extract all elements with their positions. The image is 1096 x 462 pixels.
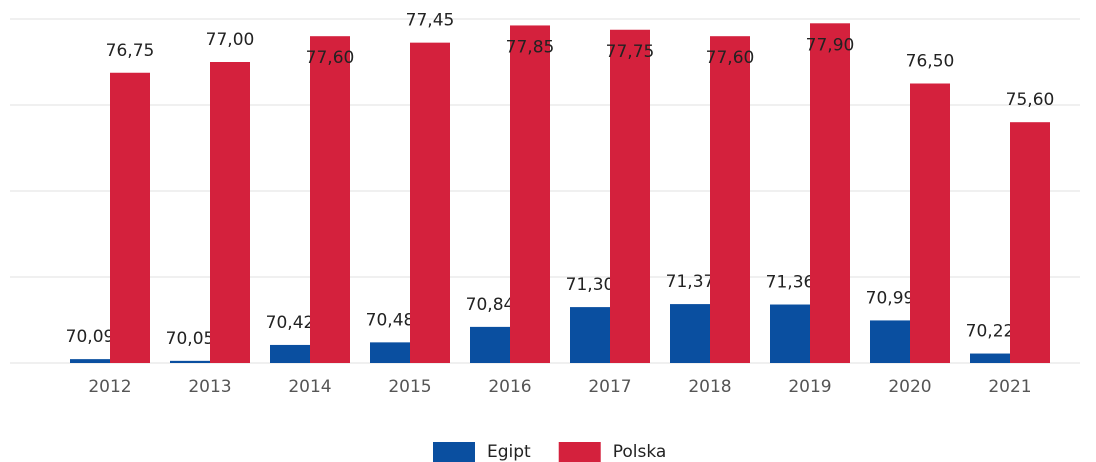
legend-swatch bbox=[558, 442, 601, 462]
data-label: 70,05 bbox=[166, 329, 215, 349]
bar bbox=[510, 25, 550, 363]
data-label: 71,36 bbox=[766, 273, 815, 293]
data-label: 70,22 bbox=[966, 322, 1015, 342]
x-tick-label: 2013 bbox=[188, 377, 231, 397]
bar bbox=[310, 36, 350, 363]
data-label: 77,90 bbox=[806, 35, 855, 55]
data-label: 77,45 bbox=[406, 11, 455, 31]
bar bbox=[70, 359, 110, 363]
bar bbox=[870, 320, 910, 363]
bar bbox=[970, 353, 1010, 363]
bar bbox=[110, 72, 150, 363]
x-tick-label: 2019 bbox=[788, 377, 831, 397]
bar bbox=[770, 304, 810, 363]
x-tick-label: 2016 bbox=[488, 377, 531, 397]
data-label: 76,75 bbox=[106, 41, 155, 61]
data-label: 77,75 bbox=[606, 42, 655, 62]
legend-label: Egipt bbox=[487, 442, 531, 462]
bar bbox=[170, 360, 210, 363]
data-label: 77,60 bbox=[306, 48, 355, 68]
data-label: 70,84 bbox=[466, 295, 515, 315]
data-label: 77,60 bbox=[706, 48, 755, 68]
data-label: 70,09 bbox=[66, 327, 115, 347]
data-label: 77,00 bbox=[206, 30, 255, 50]
bar bbox=[910, 83, 950, 363]
data-label: 70,99 bbox=[866, 288, 915, 308]
x-tick-label: 2015 bbox=[388, 377, 431, 397]
bar bbox=[610, 29, 650, 363]
bar bbox=[710, 36, 750, 363]
bar bbox=[810, 23, 850, 364]
x-tick-label: 2021 bbox=[988, 377, 1031, 397]
data-label: 71,37 bbox=[666, 272, 715, 292]
bar bbox=[670, 304, 710, 363]
data-label: 75,60 bbox=[1006, 90, 1055, 110]
x-tick-label: 2020 bbox=[888, 377, 931, 397]
data-label: 71,30 bbox=[566, 275, 615, 295]
x-tick-label: 2017 bbox=[588, 377, 631, 397]
bar bbox=[570, 307, 610, 363]
bar bbox=[410, 42, 450, 364]
data-label: 76,50 bbox=[906, 52, 955, 72]
bar bbox=[370, 342, 410, 363]
x-tick-label: 2012 bbox=[88, 377, 131, 397]
bar bbox=[1010, 122, 1050, 363]
data-label: 70,42 bbox=[266, 313, 315, 333]
x-tick-label: 2014 bbox=[288, 377, 331, 397]
data-label: 77,85 bbox=[506, 37, 555, 57]
legend-label: Polska bbox=[613, 442, 667, 462]
data-label: 70,48 bbox=[366, 310, 415, 330]
x-tick-label: 2018 bbox=[688, 377, 731, 397]
bar bbox=[210, 62, 250, 363]
legend-swatch bbox=[433, 442, 475, 462]
bar bbox=[470, 326, 510, 363]
bar bbox=[270, 344, 310, 363]
